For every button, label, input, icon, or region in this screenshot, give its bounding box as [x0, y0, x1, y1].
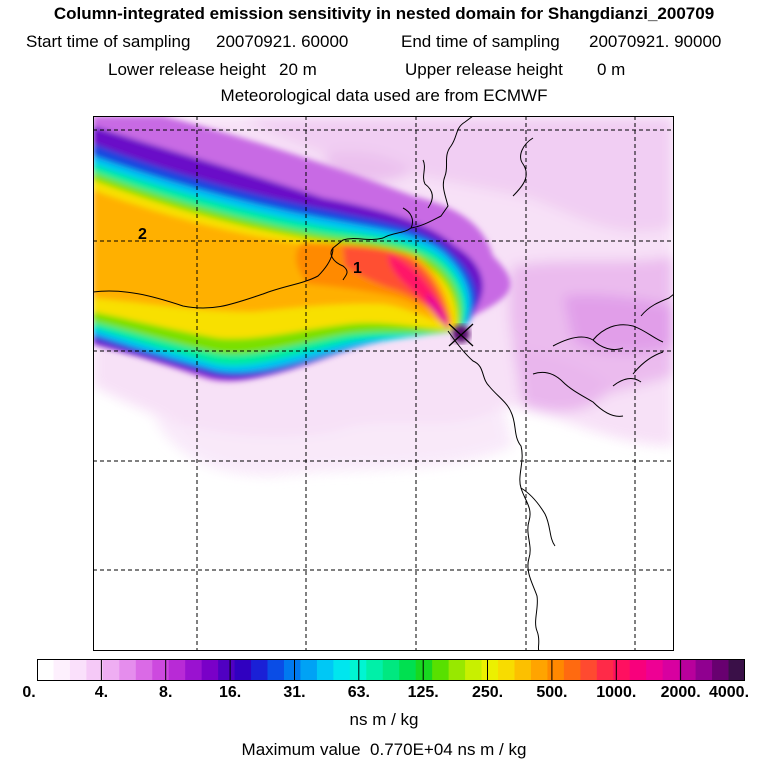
color-scale-cell	[613, 659, 631, 681]
color-scale-cell	[596, 659, 614, 681]
color-scale-cell	[679, 659, 697, 681]
color-scale-cell	[316, 659, 334, 681]
start-time-label: Start time of sampling	[26, 32, 191, 51]
color-scale-cell	[514, 659, 532, 681]
color-scale-frame	[37, 659, 745, 681]
color-scale-cell	[432, 659, 450, 681]
label-2: 2	[138, 226, 147, 243]
end-time-value: 20070921. 90000	[589, 32, 722, 51]
color-scale-cell	[86, 659, 104, 681]
color-scale-cell	[629, 659, 647, 681]
color-scale-cell	[695, 659, 713, 681]
color-scale-cell	[399, 659, 417, 681]
upper-height-value: 0 m	[597, 60, 626, 79]
color-scale-tick-label: 31.	[283, 684, 306, 701]
color-scale-cell	[530, 659, 549, 681]
color-scale-cell	[185, 659, 203, 681]
color-scale-cell	[152, 659, 170, 681]
color-scale-cell	[37, 659, 55, 681]
color-scale-cell	[119, 659, 137, 681]
lower-height-label: Lower release height	[108, 60, 266, 79]
coastlines	[93, 116, 674, 651]
max-value: 0.770E+04 ns m / kg	[370, 740, 527, 759]
color-scale-cell	[712, 659, 730, 681]
color-scale-cell	[267, 659, 285, 681]
end-time-label: End time of sampling	[401, 32, 560, 51]
color-scale-cell	[333, 659, 351, 681]
plot-title: Column-integrated emission sensitivity i…	[53, 4, 715, 23]
color-scale-cell	[300, 659, 318, 681]
color-scale-cell	[283, 659, 302, 681]
color-scale-cell	[218, 659, 236, 681]
color-scale-tick-label: 8.	[159, 684, 173, 701]
color-scale-tick-label: 16.	[218, 684, 242, 701]
color-scale-cell	[234, 659, 252, 681]
color-scale-tick-label: 125.	[407, 684, 439, 701]
color-scale-cell	[448, 659, 466, 681]
color-scale-cell	[481, 659, 499, 681]
color-scale-cell	[53, 659, 71, 681]
color-scale-cell	[69, 659, 87, 681]
color-scale-cell	[201, 659, 219, 681]
color-scale-cell	[415, 659, 433, 681]
color-scale-cell	[728, 659, 745, 681]
color-scale-tick-label: 0.	[22, 684, 36, 701]
upper-height-label: Upper release height	[405, 60, 563, 79]
color-scale-tick-label: 4.	[94, 684, 109, 701]
maximum-value-line: Maximum value 0.770E+04 ns m / kg	[0, 740, 768, 760]
color-scale-tick-label: 1000.	[596, 684, 637, 701]
color-scale-cell	[662, 659, 680, 681]
color-scale-cell	[465, 659, 483, 681]
color-scale-tick-label: 2000.	[660, 684, 701, 701]
sensitivity-map: 1 2	[93, 116, 674, 651]
met-data-source: Meteorological data used are from ECMWF	[220, 86, 548, 105]
color-scale-cell	[251, 659, 269, 681]
label-1: 1	[353, 260, 362, 277]
color-scale-cell	[646, 659, 664, 681]
color-scale-cell	[580, 659, 598, 681]
color-scale-tick-label: 4000.	[708, 684, 750, 701]
lat-lon-grid	[93, 116, 674, 651]
color-scale-cell	[563, 659, 581, 681]
max-value-label: Maximum value	[241, 740, 361, 759]
map-frame	[93, 116, 674, 651]
color-scale-cell	[498, 659, 516, 681]
start-time-value: 20070921. 60000	[216, 32, 349, 51]
color-scale-cell	[168, 659, 186, 681]
color-scale-cell	[135, 659, 153, 681]
color-scale-cell	[366, 659, 384, 681]
lower-height-value: 20 m	[279, 60, 317, 79]
color-scale-bar	[37, 659, 745, 681]
color-scale-tick-label: 63.	[347, 684, 370, 701]
color-scale-cell	[102, 659, 120, 681]
sensitivity-field	[93, 116, 674, 476]
color-scale-tick-label: 250.	[471, 684, 504, 701]
color-scale-cell	[382, 659, 400, 681]
x-marker-icon	[448, 323, 474, 347]
color-scale-tick-label: 500.	[536, 684, 568, 701]
color-scale-cell	[547, 659, 565, 681]
units-label: ns m / kg	[349, 710, 419, 729]
